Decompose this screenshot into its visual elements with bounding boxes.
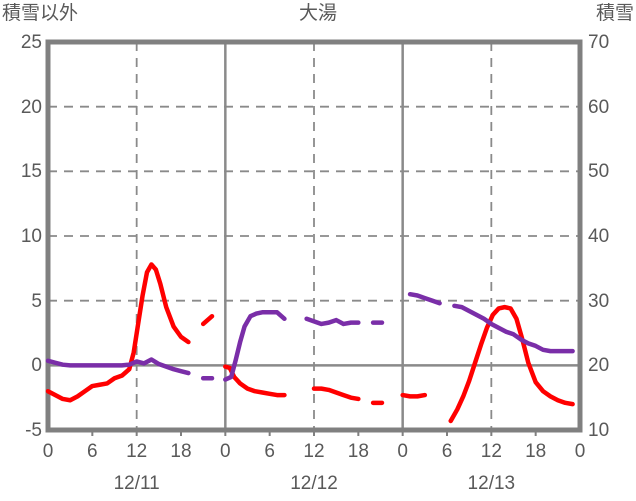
x-axis-tick-label: 0 <box>397 441 408 462</box>
x-axis-tick-label: 0 <box>42 441 54 462</box>
y-axis-right-tick-label: 10 <box>588 420 610 441</box>
x-axis-tick-label: 18 <box>347 441 369 462</box>
series-line-purple <box>304 316 361 327</box>
y-axis-right-tick-label: 60 <box>588 96 610 118</box>
left-axis-unit-label: 積雪以外 <box>2 3 79 24</box>
series-line-purple <box>45 357 191 376</box>
y-axis-left-tick-label: 15 <box>20 161 42 183</box>
x-axis-tick-label: 12 <box>303 441 325 462</box>
y-axis-left-tick-label: 10 <box>20 226 42 247</box>
x-axis-tick-label: 0 <box>220 441 231 462</box>
y-axis-right-tick-label: 70 <box>588 32 610 53</box>
x-axis-tick-label: 12 <box>480 441 502 462</box>
x-axis-tick-label: 12 <box>126 441 148 462</box>
series-line-red <box>311 386 361 402</box>
x-axis-tick-label: 18 <box>170 441 192 462</box>
series-line-purple <box>407 291 442 306</box>
x-axis-day-label: 12/11 <box>113 473 160 494</box>
y-axis-left-tick-label: -5 <box>25 420 42 441</box>
series-line-red <box>45 262 191 403</box>
x-axis-day-label: 12/12 <box>290 473 338 494</box>
chart-title: 大湯 <box>298 3 337 24</box>
y-axis-right-tick-label: 50 <box>588 161 610 183</box>
series-line-purple <box>452 303 575 354</box>
x-axis-tick-label: 18 <box>525 441 547 462</box>
x-axis-tick-label: 6 <box>87 441 98 462</box>
x-axis-tick-label: 6 <box>441 441 453 462</box>
series-line-red <box>200 313 215 327</box>
y-axis-right-tick-label: 40 <box>588 226 610 247</box>
y-axis-right-tick-label: 20 <box>588 355 610 377</box>
y-axis-right-tick-label: 30 <box>588 290 610 312</box>
x-axis-tick-label: 6 <box>264 441 275 462</box>
y-axis-left-tick-label: 0 <box>31 355 42 377</box>
x-axis-tick-label: 0 <box>574 441 586 462</box>
right-axis-unit-label: 積雪 <box>595 3 634 24</box>
x-axis-day-label: 12/13 <box>467 473 516 494</box>
y-axis-left-tick-label: 25 <box>20 32 42 53</box>
y-axis-left-tick-label: 5 <box>31 290 42 312</box>
y-axis-left-tick-label: 20 <box>20 96 42 118</box>
series-line-red <box>448 304 575 424</box>
series-line-purple <box>223 310 287 382</box>
series-line-red <box>400 392 428 399</box>
